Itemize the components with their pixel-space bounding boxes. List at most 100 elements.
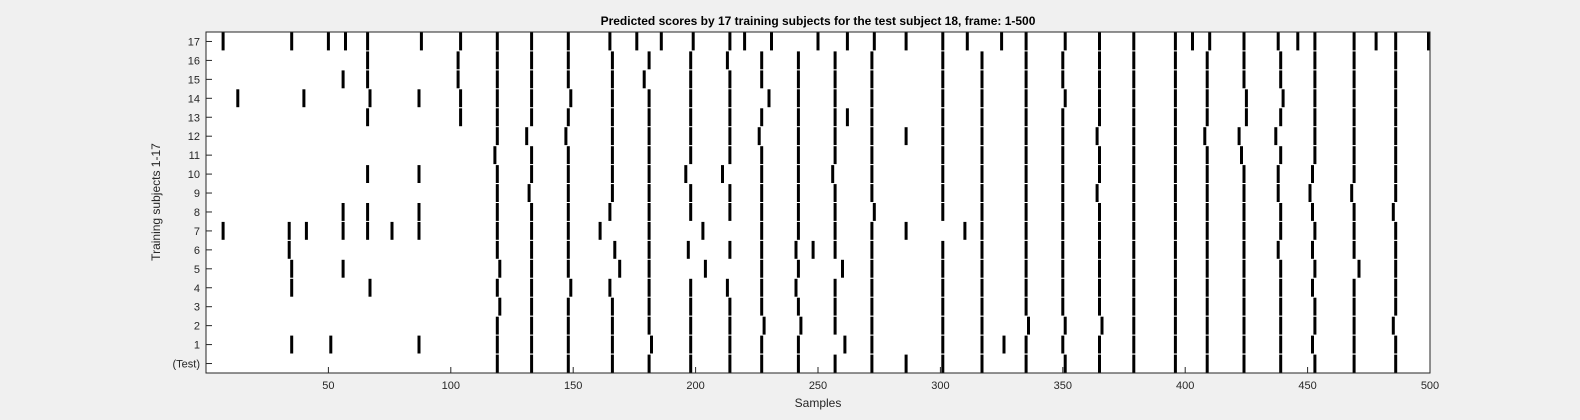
raster-mark <box>1203 127 1207 146</box>
raster-mark <box>1024 278 1028 297</box>
raster-mark <box>1352 146 1356 165</box>
y-tick-label: 17 <box>188 36 200 48</box>
raster-mark <box>530 51 534 70</box>
raster-mark <box>1205 354 1209 373</box>
raster-mark <box>689 127 693 146</box>
raster-mark <box>1132 89 1136 108</box>
raster-mark <box>1350 184 1354 202</box>
raster-mark <box>417 203 421 221</box>
raster-row <box>290 278 1398 297</box>
raster-mark <box>566 108 570 127</box>
raster-mark <box>495 32 499 51</box>
raster-mark <box>1132 203 1136 221</box>
raster-mark <box>1132 32 1136 51</box>
raster-mark <box>390 221 394 240</box>
raster-mark <box>980 89 984 108</box>
raster-row <box>290 259 1398 278</box>
raster-mark <box>530 70 534 89</box>
raster-mark <box>610 51 614 70</box>
raster-mark <box>760 240 764 259</box>
raster-mark <box>796 184 800 202</box>
raster-mark <box>1313 70 1317 89</box>
raster-mark <box>1394 70 1398 89</box>
raster-mark <box>610 146 614 165</box>
raster-row <box>341 203 1395 221</box>
raster-mark <box>1244 89 1248 108</box>
raster-mark <box>1061 203 1065 221</box>
raster-mark <box>728 32 732 51</box>
raster-mark <box>1098 240 1101 259</box>
raster-mark <box>1352 51 1356 70</box>
raster-mark <box>647 297 651 316</box>
raster-mark <box>1132 108 1136 127</box>
raster-mark <box>647 316 651 335</box>
raster-row <box>236 89 1398 108</box>
raster-mark <box>495 165 499 183</box>
raster-mark <box>721 165 724 183</box>
raster-mark <box>1205 70 1209 89</box>
raster-mark <box>904 127 908 146</box>
y-tick-label: 10 <box>188 169 200 181</box>
raster-mark <box>1024 51 1028 70</box>
raster-mark <box>1313 89 1317 108</box>
raster-mark <box>728 297 732 316</box>
raster-mark <box>1242 354 1246 373</box>
raster-row <box>493 146 1398 165</box>
raster-mark <box>833 278 837 297</box>
raster-mark <box>1100 316 1104 335</box>
raster-mark <box>1352 32 1356 51</box>
raster-mark <box>1061 297 1065 316</box>
raster-mark <box>796 335 800 354</box>
raster-mark <box>1024 203 1028 221</box>
raster-mark <box>1313 108 1317 127</box>
raster-mark <box>1098 165 1101 183</box>
raster-mark <box>689 89 693 108</box>
raster-mark <box>833 184 837 202</box>
raster-mark <box>1352 278 1356 297</box>
raster-mark <box>221 221 225 240</box>
raster-mark <box>1237 127 1241 146</box>
raster-mark <box>598 221 602 240</box>
raster-mark <box>980 316 984 335</box>
raster-mark <box>1132 70 1136 89</box>
raster-mark <box>608 32 612 51</box>
raster-mark <box>1394 32 1398 51</box>
raster-mark <box>728 70 732 89</box>
raster-mark <box>941 51 945 70</box>
raster-mark <box>1311 240 1314 259</box>
raster-mark <box>659 32 663 51</box>
raster-mark <box>1061 221 1065 240</box>
raster-mark <box>1394 184 1398 202</box>
y-tick-label: (Test) <box>173 359 201 371</box>
raster-mark <box>1311 335 1314 354</box>
raster-mark <box>1279 259 1283 278</box>
raster-mark <box>1132 240 1136 259</box>
raster-mark <box>1132 316 1136 335</box>
raster-mark <box>760 146 764 165</box>
raster-mark <box>728 203 732 221</box>
raster-mark <box>870 221 874 240</box>
raster-mark <box>341 203 345 221</box>
x-tick-label: 400 <box>1176 380 1194 392</box>
raster-mark <box>965 32 969 51</box>
raster-mark <box>1242 221 1246 240</box>
raster-mark <box>495 184 499 202</box>
raster-mark <box>870 70 874 89</box>
raster-row <box>221 221 1398 240</box>
raster-mark <box>1242 32 1246 51</box>
raster-mark <box>760 259 764 278</box>
raster-mark <box>1132 259 1136 278</box>
x-tick-label: 100 <box>442 380 460 392</box>
raster-row <box>221 32 1430 51</box>
raster-row <box>341 70 1398 89</box>
raster-mark <box>725 51 729 70</box>
raster-mark <box>417 335 421 354</box>
raster-mark <box>1374 32 1378 51</box>
raster-mark <box>760 278 764 297</box>
raster-mark <box>1391 316 1395 335</box>
raster-mark <box>760 354 764 373</box>
raster-mark <box>610 108 614 127</box>
raster-mark <box>980 184 984 202</box>
raster-mark <box>221 32 225 51</box>
raster-mark <box>870 165 874 183</box>
